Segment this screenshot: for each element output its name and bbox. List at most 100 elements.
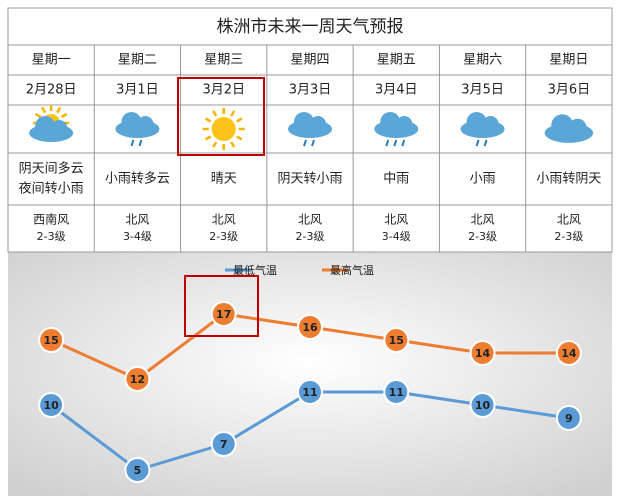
weather-icon [29, 105, 74, 142]
icon-cloud [310, 116, 326, 132]
icon-drop [311, 139, 315, 147]
weather-icon [460, 112, 505, 147]
weekday: 星期五 [377, 53, 416, 68]
data-point [469, 340, 496, 366]
wind-text: 北风 [384, 213, 408, 227]
icon-ray [204, 135, 212, 141]
icon-drop [130, 139, 135, 147]
data-point [124, 366, 151, 392]
data-label: 12 [130, 373, 145, 386]
icon-drop [138, 139, 143, 147]
data-point [38, 327, 65, 353]
date: 2月28日 [26, 83, 77, 98]
data-point [38, 392, 65, 418]
icon-cloud [121, 112, 142, 132]
weather-text: 阴天转小雨 [277, 172, 342, 187]
wind-text: 2-3级 [554, 230, 583, 243]
weather-text: 小雨转多云 [105, 171, 170, 187]
data-point [297, 314, 323, 340]
icon-ray [212, 110, 218, 117]
data-point [210, 431, 237, 457]
icon-cloud [294, 112, 314, 132]
weekday: 星期一 [32, 53, 71, 68]
weekday: 星期日 [549, 53, 588, 68]
date: 3月2日 [202, 83, 245, 98]
weather-icon [288, 112, 332, 147]
weather-text: 中雨 [383, 172, 409, 187]
table-border [7, 7, 613, 253]
data-label: 11 [389, 386, 404, 399]
data-label: 14 [561, 347, 577, 360]
icon-ray [34, 112, 42, 119]
weather-text: 小雨转阴天 [536, 172, 601, 187]
legend-marker [234, 266, 242, 274]
legend-marker [331, 266, 339, 274]
data-label: 10 [475, 399, 491, 412]
weekday: 星期六 [463, 53, 502, 68]
legend-label: 最低气温 [233, 263, 277, 277]
chart: 最低气温 最高气温 10 5 7 11 11 10 9 15 12 17 16 15 14 14 [38, 263, 582, 483]
data-label: 5 [134, 464, 142, 477]
data-label: 15 [43, 334, 58, 347]
wind-text: 3-4级 [123, 230, 152, 243]
data-label: 9 [565, 412, 573, 425]
data-point [124, 457, 151, 483]
chart-background [8, 252, 612, 496]
data-label: 17 [216, 308, 231, 321]
data-point [555, 340, 582, 366]
date: 3月6日 [548, 83, 591, 98]
icon-ray [204, 117, 212, 123]
date: 3月4日 [375, 83, 418, 98]
icon-ray [236, 117, 243, 123]
data-point [383, 379, 410, 405]
wind-text: 2-3级 [296, 230, 325, 243]
date: 3月1日 [116, 83, 159, 98]
data-point [383, 327, 410, 353]
wind-text: 北风 [212, 213, 236, 227]
weather-text: 晴天 [211, 172, 237, 187]
data-point [555, 405, 582, 431]
wind-text: 2-3级 [209, 230, 238, 243]
wind-text: 北风 [125, 213, 149, 227]
icon-ray [212, 141, 218, 148]
icon-cloud [380, 112, 401, 132]
icon-cloud [568, 118, 587, 137]
highlight-box [177, 77, 265, 156]
icon-drop [393, 139, 398, 147]
icon-cloud [466, 112, 487, 132]
weekday: 星期四 [290, 53, 329, 68]
icon-drop [385, 139, 390, 147]
icon-ray [236, 135, 243, 141]
wind-text: 北风 [471, 213, 495, 227]
wind-text: 北风 [298, 213, 322, 227]
icon-ray [230, 110, 236, 117]
icon-cloud [551, 114, 574, 137]
wind-text: 3-4级 [382, 230, 411, 243]
data-point [210, 301, 237, 327]
icon-cloud [482, 116, 499, 132]
weather-icon [202, 108, 245, 150]
date: 3月3日 [289, 83, 332, 98]
data-point [469, 392, 496, 418]
weather-icon [544, 114, 594, 143]
icon-sun [211, 117, 236, 141]
data-label: 14 [475, 347, 491, 360]
data-point [297, 379, 323, 405]
weather-icon [374, 112, 419, 147]
wind-text: 西南风 [33, 212, 69, 227]
wind-text: 2-3级 [468, 230, 497, 243]
legend-label: 最高气温 [330, 263, 374, 277]
icon-drop [475, 139, 480, 147]
wind-text: 2-3级 [37, 230, 66, 243]
icon-cloud [396, 116, 413, 132]
icon-cloud [137, 116, 154, 132]
weather-text: 小雨 [470, 172, 496, 187]
weekday: 星期三 [204, 53, 243, 68]
icon-ray [60, 112, 68, 119]
data-label: 10 [43, 399, 59, 412]
icon-cloud [35, 116, 56, 136]
data-label: 15 [389, 334, 404, 347]
weather-icon [115, 112, 160, 147]
